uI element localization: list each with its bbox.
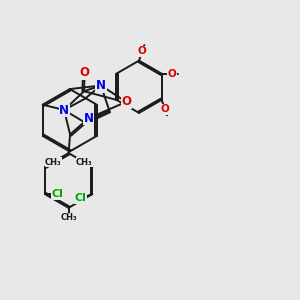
Text: O: O (160, 104, 169, 114)
Text: O: O (121, 95, 131, 108)
Text: CH₃: CH₃ (76, 158, 92, 166)
Text: N: N (59, 103, 69, 116)
Text: O: O (167, 69, 176, 79)
Text: Cl: Cl (51, 189, 63, 199)
Text: CH₃: CH₃ (60, 213, 77, 222)
Text: N: N (96, 79, 106, 92)
Text: CH₃: CH₃ (45, 158, 61, 166)
Text: Cl: Cl (75, 194, 86, 203)
Text: O: O (80, 66, 90, 79)
Text: N: N (83, 112, 94, 125)
Text: O: O (138, 46, 147, 56)
